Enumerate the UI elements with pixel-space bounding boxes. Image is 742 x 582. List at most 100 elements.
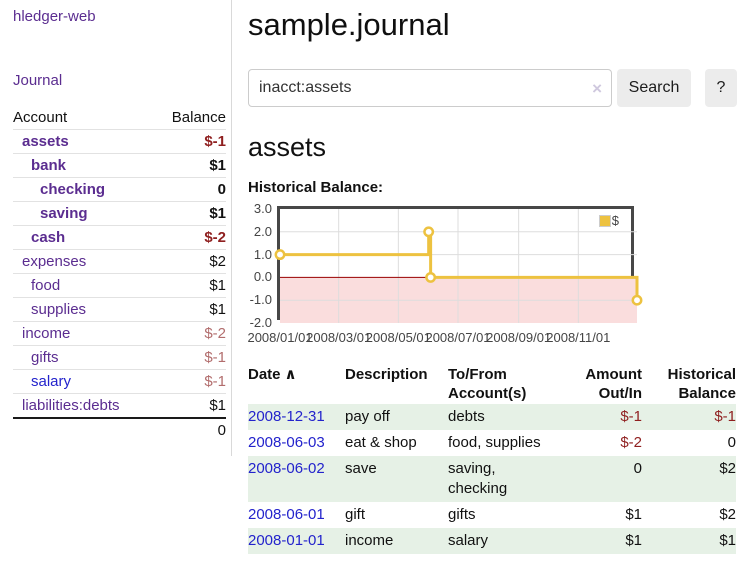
brand-link[interactable]: hledger-web xyxy=(13,8,96,25)
account-balance: 0 xyxy=(162,177,226,202)
date-header-label: Date xyxy=(248,366,281,383)
register-row: 2008-12-31 pay off debts $-1 $-1 xyxy=(248,404,736,430)
y-tick-label: -2.0 xyxy=(249,315,272,330)
account-link[interactable]: food xyxy=(31,277,61,294)
search-button[interactable]: Search xyxy=(617,69,691,107)
transaction-accounts: debts xyxy=(448,408,485,425)
register-header-accounts: To/From Account(s) xyxy=(448,366,527,402)
chart-legend: $ xyxy=(598,213,619,228)
account-balance: $1 xyxy=(162,297,226,322)
account-link[interactable]: income xyxy=(22,325,71,342)
account-row: salary $-1 xyxy=(13,369,226,394)
transaction-date-link[interactable]: 2008-12-31 xyxy=(248,408,325,425)
y-tick-label: 2.0 xyxy=(253,223,272,239)
accounts-total-row: 0 xyxy=(13,417,226,442)
main-content: sample.journal × Search ? assets Histori… xyxy=(247,0,742,554)
transaction-amount: 0 xyxy=(633,460,642,477)
account-row: food $1 xyxy=(13,273,226,298)
y-tick-label: -1.0 xyxy=(249,292,272,308)
account-link[interactable]: liabilities:debts xyxy=(22,397,120,414)
account-row: gifts $-1 xyxy=(13,345,226,370)
balance-column-header: Balance xyxy=(171,109,226,126)
chart-plot-area: $ xyxy=(274,206,643,323)
register-header-balance: Historical Balance xyxy=(667,366,736,402)
sidebar-item-journal[interactable]: Journal xyxy=(13,72,63,89)
account-link[interactable]: supplies xyxy=(31,301,87,318)
y-tick-label: 3.0 xyxy=(253,201,272,216)
x-tick-label: 2008/01/01 xyxy=(247,330,313,345)
register-header-row: Date ∧ Description To/From Account(s) Amo… xyxy=(248,364,736,404)
transaction-amount: $1 xyxy=(625,532,642,549)
transaction-date-link[interactable]: 2008-06-01 xyxy=(248,506,325,523)
account-balance: $2 xyxy=(162,249,226,274)
transaction-date-link[interactable]: 2008-06-03 xyxy=(248,434,325,451)
account-balance: $1 xyxy=(162,153,226,178)
transaction-description: save xyxy=(345,460,377,477)
search-bar: × Search ? xyxy=(248,69,742,107)
register-row: 2008-06-03 eat & shop food, supplies $-2 0 xyxy=(248,430,736,456)
transaction-accounts: food, supplies xyxy=(448,434,541,451)
account-link[interactable]: saving xyxy=(40,205,88,222)
account-balance: $-2 xyxy=(162,321,226,346)
register-header-date[interactable]: Date ∧ xyxy=(248,364,345,404)
transaction-accounts: saving, checking xyxy=(448,460,508,497)
clear-search-icon[interactable]: × xyxy=(592,79,602,98)
transaction-amount: $1 xyxy=(625,506,642,523)
register-table-body: 2008-12-31 pay off debts $-1 $-1 2008-06-03 ea… xyxy=(248,404,736,554)
account-link[interactable]: gifts xyxy=(31,349,59,366)
transaction-description: pay off xyxy=(345,408,390,425)
y-tick-label: 0.0 xyxy=(253,269,272,285)
account-row: supplies $1 xyxy=(13,297,226,322)
sidebar: hledger-web Journal Account Balance asse… xyxy=(0,0,232,456)
account-column-header: Account xyxy=(13,109,68,126)
register-header-amount: Amount Out/In xyxy=(585,366,642,402)
accounts-table: Account Balance assets $-1 bank $1 checking 0… xyxy=(13,106,226,442)
account-link[interactable]: assets xyxy=(22,133,69,150)
account-row: checking 0 xyxy=(13,177,226,202)
transaction-date-link[interactable]: 2008-06-02 xyxy=(248,460,325,477)
account-link[interactable]: cash xyxy=(31,229,66,246)
account-row: cash $-2 xyxy=(13,225,226,250)
account-link[interactable]: salary xyxy=(31,373,72,390)
transaction-description: gift xyxy=(345,506,366,523)
account-table-body: assets $-1 bank $1 checking 0 saving $1 cash $-2 e… xyxy=(13,129,226,418)
account-balance: $1 xyxy=(162,393,226,418)
account-balance: $-1 xyxy=(162,345,226,370)
transaction-balance: $1 xyxy=(719,532,736,549)
account-balance: $-2 xyxy=(162,225,226,250)
chart-canvas xyxy=(274,209,643,323)
account-balance: $-1 xyxy=(162,369,226,394)
chart-heading: Historical Balance: xyxy=(248,179,384,196)
search-input[interactable] xyxy=(259,70,589,106)
transaction-accounts: salary xyxy=(448,532,489,549)
account-link[interactable]: checking xyxy=(40,181,106,198)
accounts-total-value: 0 xyxy=(162,417,226,442)
help-button[interactable]: ? xyxy=(705,69,737,107)
accounts-table-header: Account Balance xyxy=(13,106,226,130)
transaction-balance: $2 xyxy=(719,506,736,523)
transaction-balance: $2 xyxy=(719,460,736,477)
account-page-title: assets xyxy=(248,132,327,162)
account-link[interactable]: expenses xyxy=(22,253,87,270)
account-row: saving $1 xyxy=(13,201,226,226)
x-tick-label: 2008/09/01 xyxy=(486,330,552,345)
x-tick-label: 2008/11/01 xyxy=(546,330,611,345)
transaction-description: income xyxy=(345,532,394,549)
transaction-balance: 0 xyxy=(727,434,736,451)
register-header-description: Description xyxy=(345,366,428,383)
transaction-description: eat & shop xyxy=(345,434,417,451)
transaction-amount: $-1 xyxy=(620,408,642,425)
transaction-date-link[interactable]: 2008-01-01 xyxy=(248,532,325,549)
historical-balance-chart: $ 3.0 2.0 1.0 0.0 -1.0 -2.0 2008/01/01 2008/03… xyxy=(247,202,742,352)
x-tick-label: 2008/05/01 xyxy=(365,330,431,345)
series-legend-label: $ xyxy=(611,213,619,228)
account-row: liabilities:debts $1 xyxy=(13,393,226,418)
y-tick-label: 1.0 xyxy=(253,246,272,262)
series-color-swatch xyxy=(598,214,611,227)
register-row: 2008-06-01 gift gifts $1 $2 xyxy=(248,502,736,528)
sort-ascending-icon: ∧ xyxy=(284,366,297,383)
account-balance: $1 xyxy=(162,273,226,298)
account-row: income $-2 xyxy=(13,321,226,346)
account-link[interactable]: bank xyxy=(31,157,67,174)
